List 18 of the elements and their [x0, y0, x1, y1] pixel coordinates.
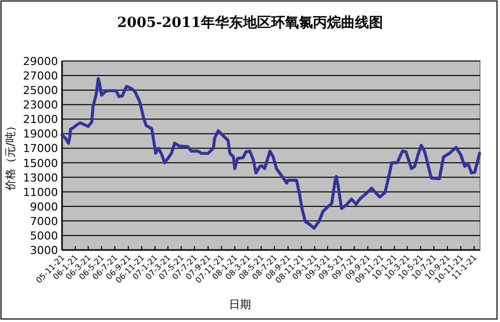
- y-tick-label: 17000: [23, 142, 58, 156]
- y-tick-label: 13000: [23, 171, 58, 184]
- line-series: [60, 76, 482, 230]
- y-tick-label: 5000: [30, 229, 58, 242]
- y-tick-label: 7000: [30, 214, 58, 228]
- y-tick-label: 25000: [23, 84, 58, 98]
- y-tick-label: 23000: [23, 98, 58, 112]
- y-axis-title: 价格（元/吨）: [4, 120, 17, 192]
- y-tick-label: 21000: [23, 113, 58, 126]
- y-tick-label: 11000: [23, 186, 58, 199]
- y-tick-label: 15000: [23, 156, 58, 170]
- y-tick-label: 27000: [23, 70, 58, 83]
- y-tick-label: 29000: [23, 55, 58, 68]
- x-axis-title: 日期: [229, 298, 251, 311]
- chart-title: 2005-2011年华东地区环氧氯丙烷曲线图: [117, 14, 383, 31]
- y-tick-label: 3000: [30, 244, 58, 257]
- y-tick-label: 19000: [23, 128, 58, 141]
- y-tick-label: 9000: [30, 200, 58, 214]
